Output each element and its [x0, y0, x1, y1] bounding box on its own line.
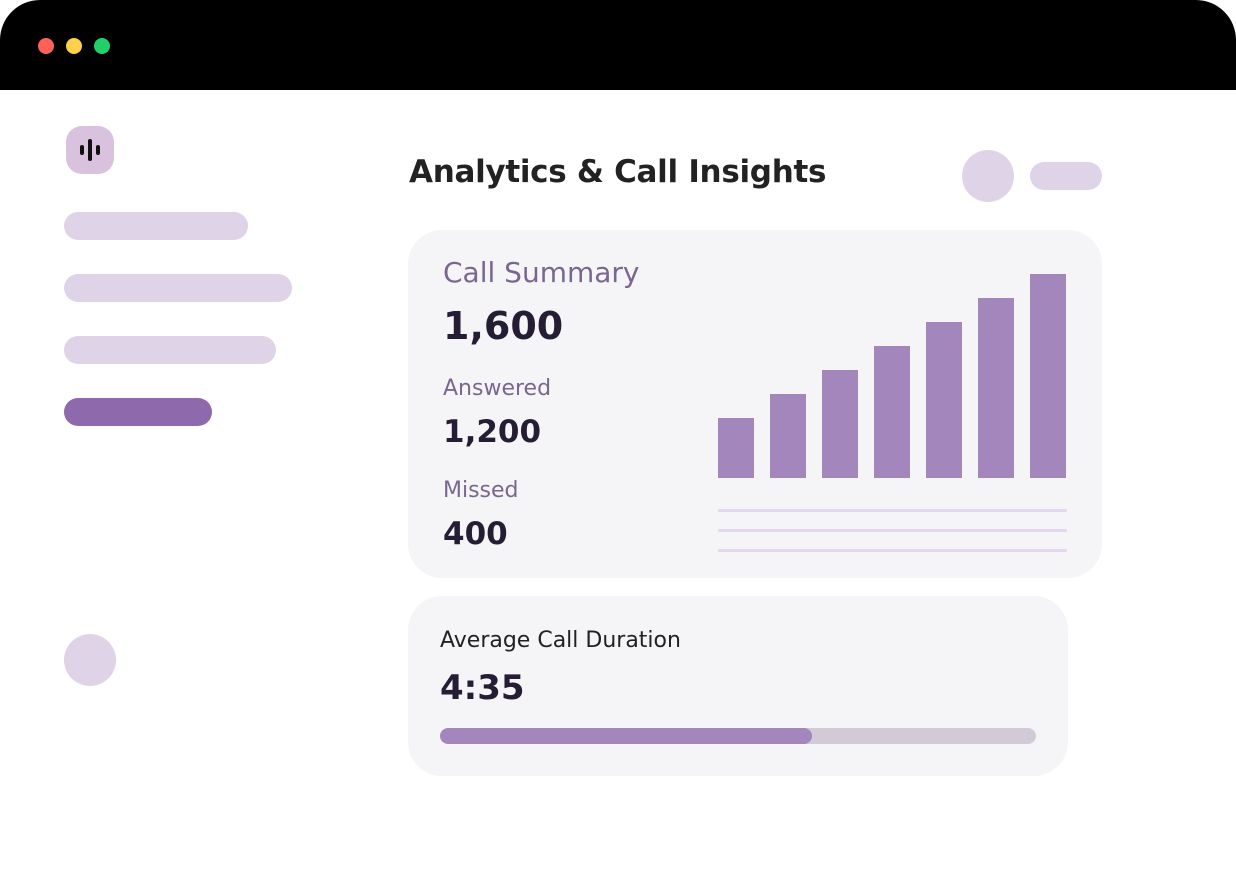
- chart-bar-3: [822, 370, 858, 478]
- chart-bar-4: [874, 346, 910, 478]
- call-summary-label: Call Summary: [443, 256, 640, 289]
- answered-label: Answered: [443, 376, 552, 401]
- header-menu-pill[interactable]: [1030, 162, 1102, 190]
- minimize-window-button[interactable]: [66, 38, 82, 54]
- chart-bar-7: [1030, 274, 1066, 478]
- missed-label: Missed: [443, 478, 519, 503]
- sidebar-item-3[interactable]: [64, 336, 276, 364]
- sound-wave-bar: [96, 145, 100, 155]
- sidebar-item-active[interactable]: [64, 398, 212, 426]
- chart-gridline: [718, 509, 1067, 512]
- call-summary-card: Call Summary 1,600 Answered 1,200 Missed…: [408, 230, 1102, 578]
- sidebar-item-1[interactable]: [64, 212, 248, 240]
- duration-progress-fill: [440, 728, 812, 744]
- answered-value: 1,200: [443, 414, 542, 450]
- missed-value: 400: [443, 516, 508, 552]
- app-logo[interactable]: [66, 126, 114, 174]
- chart-gridline: [718, 529, 1067, 532]
- maximize-window-button[interactable]: [94, 38, 110, 54]
- average-duration-value: 4:35: [440, 668, 525, 708]
- chart-bar-5: [926, 322, 962, 478]
- chart-bar-6: [978, 298, 1014, 478]
- profile-avatar[interactable]: [962, 150, 1014, 202]
- average-duration-label: Average Call Duration: [440, 628, 681, 653]
- chart-bar-2: [770, 394, 806, 478]
- sound-wave-bar: [88, 139, 92, 161]
- chart-bar-1: [718, 418, 754, 478]
- call-volume-chart: [718, 274, 1068, 478]
- chart-gridline: [718, 549, 1067, 552]
- close-window-button[interactable]: [38, 38, 54, 54]
- window-titlebar: [0, 0, 1236, 90]
- sidebar-item-2[interactable]: [64, 274, 292, 302]
- average-duration-card: Average Call Duration 4:35: [408, 596, 1068, 776]
- page-title: Analytics & Call Insights: [409, 154, 827, 190]
- user-avatar[interactable]: [64, 634, 116, 686]
- sound-wave-icon: [80, 145, 84, 155]
- call-summary-total: 1,600: [443, 304, 564, 348]
- duration-progress-track: [440, 728, 1036, 744]
